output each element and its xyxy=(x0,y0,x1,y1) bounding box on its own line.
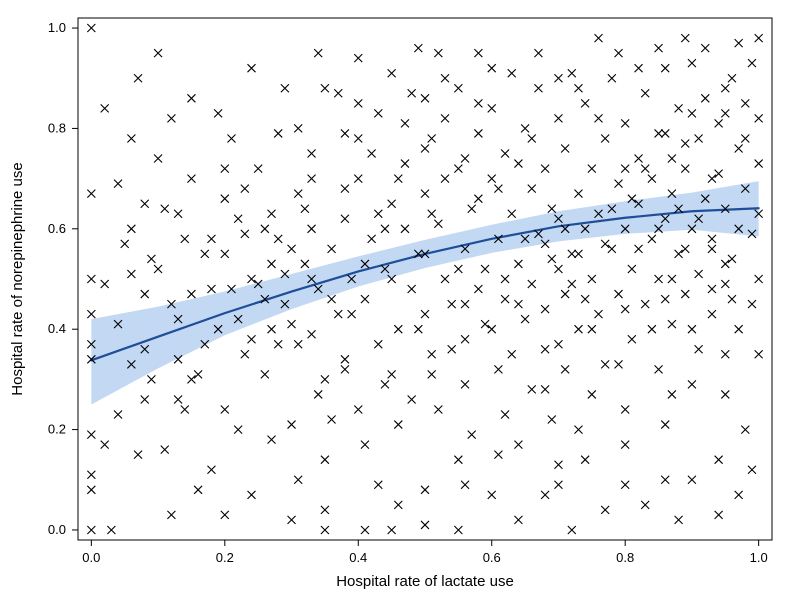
svg-text:0.8: 0.8 xyxy=(616,550,634,565)
svg-text:0.2: 0.2 xyxy=(48,422,66,437)
svg-text:0.2: 0.2 xyxy=(216,550,234,565)
svg-text:0.0: 0.0 xyxy=(48,522,66,537)
svg-text:Hospital rate of norepinephrin: Hospital rate of norepinephrine use xyxy=(9,162,26,395)
svg-text:0.6: 0.6 xyxy=(483,550,501,565)
svg-text:0.4: 0.4 xyxy=(48,321,66,336)
svg-text:0.0: 0.0 xyxy=(82,550,100,565)
svg-text:0.4: 0.4 xyxy=(349,550,367,565)
scatter-chart: 0.0 0.2 0.4 0.6 0.8 1.0 0.0 0.2 0.4 0.6 0.8 1.0 Hosp… xyxy=(0,0,800,602)
svg-text:0.6: 0.6 xyxy=(48,221,66,236)
svg-text:Hospital rate of lactate use: Hospital rate of lactate use xyxy=(336,573,514,590)
svg-text:0.8: 0.8 xyxy=(48,120,66,135)
svg-text:1.0: 1.0 xyxy=(750,550,768,565)
svg-text:1.0: 1.0 xyxy=(48,20,66,35)
chart-svg: 0.0 0.2 0.4 0.6 0.8 1.0 0.0 0.2 0.4 0.6 0.8 1.0 Hosp… xyxy=(0,0,800,602)
